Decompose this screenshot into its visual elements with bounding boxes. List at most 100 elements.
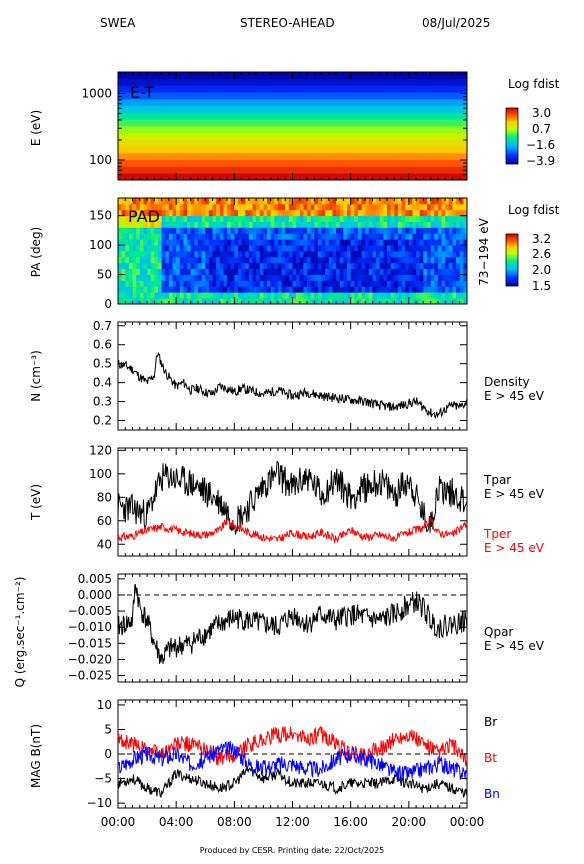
- pad-cell: [150, 227, 155, 234]
- pad-cell: [405, 203, 410, 211]
- pad-cell: [336, 203, 341, 211]
- pad-cell: [187, 274, 192, 281]
- pad-cell: [357, 203, 362, 211]
- pad-cell: [227, 198, 232, 205]
- pad-cell: [237, 292, 243, 299]
- pad-cell: [179, 280, 184, 287]
- tper-series-line: [117, 517, 468, 545]
- pad-cell: [223, 245, 228, 252]
- pad-cell: [314, 215, 319, 222]
- pad-cell: [419, 298, 424, 305]
- pad-cell: [230, 286, 235, 293]
- pad-cell: [321, 251, 326, 258]
- pad-cell: [459, 251, 464, 258]
- pad-cell: [332, 233, 337, 240]
- pad-cell: [259, 280, 264, 287]
- pad-cell: [223, 292, 228, 299]
- pad-cell: [463, 292, 468, 299]
- pad-cell: [190, 268, 195, 275]
- pad-cell: [234, 239, 239, 246]
- pad-cell: [314, 280, 319, 287]
- pad-cell: [288, 268, 293, 275]
- pad-cell: [347, 292, 352, 299]
- pad-cell: [237, 198, 243, 205]
- pad-cell: [303, 227, 308, 234]
- date-label: 08/Jul/2025: [422, 16, 490, 30]
- pad-cell: [368, 280, 373, 287]
- pad-cell: [194, 239, 199, 246]
- pad-cell: [259, 245, 264, 252]
- pad-cell: [401, 203, 406, 211]
- pad-cell: [365, 239, 370, 246]
- pad-cell: [161, 286, 166, 293]
- pad-cell: [190, 251, 195, 258]
- pad-cell: [427, 215, 432, 222]
- pad-cell: [277, 251, 282, 258]
- pad-cell: [354, 262, 359, 270]
- pad-cell: [368, 262, 373, 270]
- pad-cell: [416, 262, 421, 270]
- pad-cell: [430, 280, 435, 287]
- pad-cell: [237, 251, 243, 258]
- pad-cell: [157, 256, 163, 264]
- pad-cell: [397, 239, 402, 246]
- pad-cell: [136, 256, 141, 264]
- pad-cell: [277, 209, 282, 217]
- pad-cell: [183, 198, 188, 205]
- pad-cell: [441, 203, 446, 211]
- pad-cell: [354, 286, 359, 293]
- pad-cell: [379, 221, 384, 228]
- pad-cell: [325, 268, 330, 275]
- pad-cell: [216, 262, 221, 270]
- pad-cell: [281, 245, 286, 252]
- pad-cell: [416, 274, 421, 281]
- pad-cell: [343, 256, 348, 264]
- pad-cell: [405, 292, 410, 299]
- pad-cell: [372, 198, 377, 205]
- pad-cell: [118, 221, 123, 228]
- pad-cell: [201, 203, 206, 211]
- pad-cell: [212, 198, 217, 205]
- density-y-tick-label: 0.2: [93, 414, 112, 428]
- pad-cell: [299, 262, 304, 270]
- pad-cell: [365, 292, 370, 299]
- pad-cell: [179, 256, 184, 264]
- pad-cell: [212, 286, 217, 293]
- pad-cell: [434, 221, 439, 228]
- pad-cell: [383, 245, 388, 252]
- pad-cell: [328, 245, 333, 252]
- pad-cell: [390, 262, 395, 270]
- pad-cell: [452, 239, 457, 246]
- pad-cell: [234, 292, 239, 299]
- pad-cell: [172, 209, 177, 217]
- pad-cell: [248, 292, 253, 299]
- pad-cell: [118, 239, 123, 246]
- pad-cell: [336, 274, 341, 281]
- pad-cell: [434, 198, 439, 205]
- pad-cell: [128, 251, 133, 258]
- pad-cell: [379, 256, 384, 264]
- pad-cell: [150, 298, 155, 305]
- pad-cell: [263, 245, 268, 252]
- pad-cell: [248, 256, 253, 264]
- pad-cell: [368, 215, 373, 222]
- pad-cell: [136, 292, 141, 299]
- pad-cell: [307, 233, 312, 240]
- pad-cell: [303, 298, 308, 305]
- pad-cell: [132, 268, 137, 275]
- pad-cell: [288, 286, 293, 293]
- pad-cell: [437, 274, 442, 281]
- pad-cell: [401, 245, 406, 252]
- pad-cell: [383, 292, 388, 299]
- pad-cell: [205, 262, 210, 270]
- pad-cell: [234, 274, 239, 281]
- pad-cell: [368, 256, 373, 264]
- pad-cell: [125, 227, 130, 234]
- pad-cell: [267, 298, 272, 305]
- pad-cell: [285, 274, 290, 281]
- pad-cell: [441, 221, 446, 228]
- pad-cell: [281, 286, 286, 293]
- pad-cell: [216, 221, 221, 228]
- pad-cell: [376, 262, 381, 270]
- pad-cell: [310, 274, 315, 281]
